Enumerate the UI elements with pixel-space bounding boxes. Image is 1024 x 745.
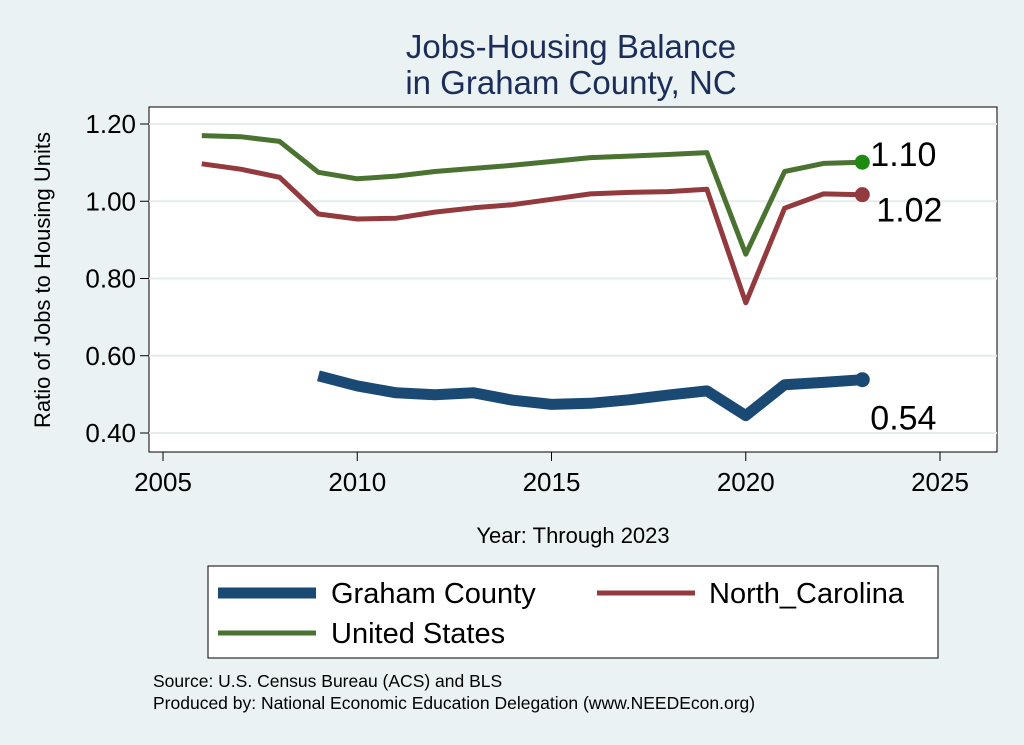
y-tick-label: 1.20 bbox=[85, 109, 136, 139]
x-tick-label: 2020 bbox=[717, 467, 775, 497]
x-tick-label: 2015 bbox=[523, 467, 581, 497]
end-marker-united-states bbox=[854, 154, 870, 170]
legend-label-united-states: United States bbox=[331, 618, 505, 650]
legend-label-north-carolina: North_Carolina bbox=[709, 578, 905, 610]
legend-box bbox=[207, 565, 939, 659]
x-tick-label: 2025 bbox=[911, 467, 969, 497]
y-tick-label: 0.60 bbox=[85, 341, 136, 371]
producer-note: Produced by: National Economic Education… bbox=[153, 693, 755, 713]
end-label-graham-county: 0.54 bbox=[870, 400, 936, 438]
series-line-graham-county bbox=[317, 370, 863, 422]
chart-title-line-1: Jobs-Housing Balance bbox=[406, 28, 736, 65]
end-label-north-carolina: 1.02 bbox=[876, 192, 942, 230]
y-tick-label: 1.00 bbox=[85, 186, 136, 216]
axes: 0.40 0.60 0.80 1.00 1.20 2005 2010 2015 2020 2025 bbox=[85, 109, 969, 497]
series-line-united-states bbox=[201, 133, 863, 257]
gridlines bbox=[149, 123, 997, 434]
y-axis-title: Ratio of Jobs to Housing Units bbox=[30, 132, 55, 428]
y-tick-label: 0.80 bbox=[85, 264, 136, 294]
y-tick-label: 0.40 bbox=[85, 418, 136, 448]
legend: Graham County North_Carolina United Stat… bbox=[207, 565, 939, 659]
end-marker-graham-county bbox=[854, 372, 870, 388]
x-tick-label: 2010 bbox=[328, 467, 386, 497]
end-marker-north-carolina bbox=[854, 187, 870, 203]
series-layer: 1.10 1.02 0.54 bbox=[201, 133, 942, 438]
x-axis-title: Year: Through 2023 bbox=[476, 523, 669, 548]
x-tick-label: 2005 bbox=[134, 467, 192, 497]
source-note: Source: U.S. Census Bureau (ACS) and BLS bbox=[153, 671, 502, 691]
chart-title-line-2: in Graham County, NC bbox=[405, 64, 736, 101]
end-label-united-states: 1.10 bbox=[870, 136, 936, 174]
series-line-north-carolina bbox=[201, 161, 863, 306]
legend-label-graham-county: Graham County bbox=[331, 578, 536, 610]
